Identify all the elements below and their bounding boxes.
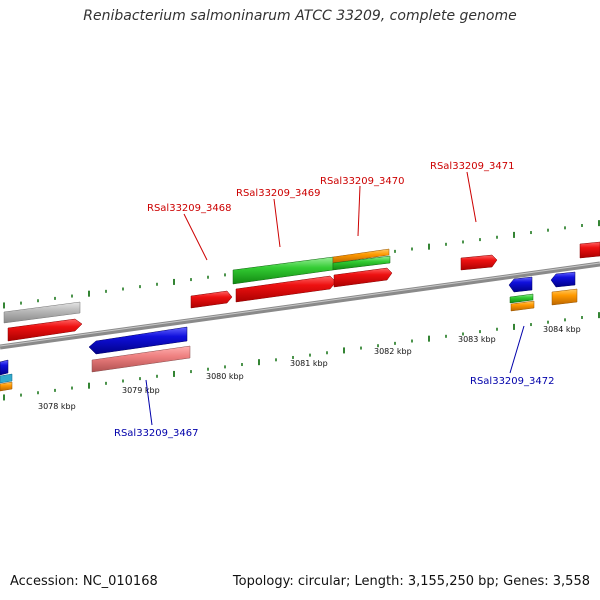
gene-label-3468[interactable]: RSal33209_3468 [147, 203, 231, 214]
gene-feature-3468[interactable] [190, 290, 233, 309]
tick-label-3079: 3079 kbp [122, 386, 160, 395]
gene-label-3469[interactable]: RSal33209_3469 [236, 188, 320, 199]
tick-label-3084: 3084 kbp [543, 325, 581, 334]
gene-feature-3470-orange[interactable] [332, 248, 390, 264]
map-title: Renibacterium salmoninarum ATCC 33209, c… [83, 8, 517, 24]
leader-line-3470 [357, 185, 361, 237]
gene-feature-3472-blue[interactable] [508, 276, 533, 293]
gene-feature-3469[interactable] [235, 275, 337, 303]
genome-summary-text: Topology: circular; Length: 3,155,250 bp… [232, 574, 590, 589]
gene-feature-3467-pink[interactable] [91, 345, 191, 373]
leader-line-3467 [145, 379, 153, 426]
tick-label-3083: 3083 kbp [458, 335, 496, 344]
tick-label-3082: 3082 kbp [374, 347, 412, 356]
genome-backbone [0, 261, 600, 350]
leader-line-3468 [183, 213, 208, 261]
feature-orange-partial-left[interactable] [0, 381, 13, 392]
gene-feature-3470-green[interactable] [332, 255, 391, 271]
genome-backbone-highlight [0, 262, 600, 347]
feature-orange-right[interactable] [551, 288, 578, 306]
feature-blue-partial-left[interactable] [0, 359, 9, 376]
gene-feature-3472-orange[interactable] [510, 300, 535, 312]
gene-label-3472[interactable]: RSal33209_3472 [470, 376, 554, 387]
gene-label-3470[interactable]: RSal33209_3470 [320, 176, 404, 187]
gene-label-3471[interactable]: RSal33209_3471 [430, 161, 514, 172]
feature-gray-partial[interactable] [3, 301, 81, 324]
leader-line-3469 [273, 198, 281, 248]
gene-feature-3470[interactable] [333, 267, 393, 288]
leader-line-3471 [466, 171, 477, 223]
leader-line-3472 [509, 325, 525, 374]
gene-feature-3471[interactable] [460, 254, 498, 271]
gene-feature-3467[interactable] [88, 326, 188, 355]
gene-label-3467[interactable]: RSal33209_3467 [114, 428, 198, 439]
reverse-tick-track [3, 312, 600, 401]
gene-feature-3472-green[interactable] [509, 293, 534, 304]
tick-label-3081: 3081 kbp [290, 359, 328, 368]
tick-label-3080: 3080 kbp [206, 372, 244, 381]
accession-text: Accession: NC_010168 [10, 574, 158, 589]
feature-blue-right[interactable] [550, 271, 576, 288]
feature-cyan-partial-left[interactable] [0, 373, 13, 384]
feature-red-partial-right[interactable] [579, 241, 600, 259]
tick-label-3078: 3078 kbp [38, 402, 76, 411]
feature-red-partial-left[interactable] [7, 318, 83, 342]
